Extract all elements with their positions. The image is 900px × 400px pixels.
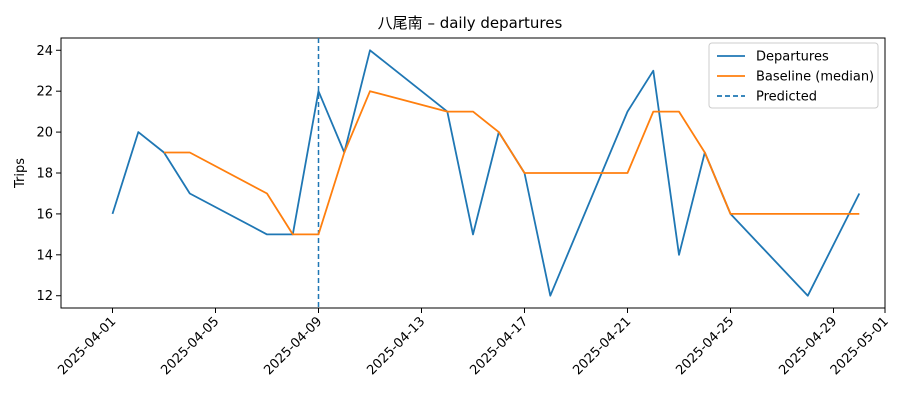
legend-entry-predicted-label: Predicted [756, 90, 817, 105]
y-tick-label: 16 [36, 207, 53, 222]
x-tick-label: 2025-04-05 [158, 314, 222, 378]
x-tick-label: 2025-04-17 [467, 314, 531, 378]
legend: Departures Baseline (median) Predicted [708, 42, 879, 109]
legend-entry-departures-label: Departures [756, 50, 829, 65]
x-tick-label: 2025-04-21 [570, 314, 634, 378]
chart-title: 八尾南 – daily departures [378, 14, 563, 32]
y-tick-label: 24 [36, 44, 53, 59]
x-tick-label: 2025-04-13 [364, 314, 428, 378]
plot-area: 12 14 16 18 20 22 24 2025-04-01 2025-04-05 2025-0… [36, 37, 892, 378]
y-tick-label: 20 [36, 126, 53, 141]
y-tick-label: 12 [36, 289, 53, 304]
x-tick-label: 2025-04-09 [261, 314, 325, 378]
y-tick-label: 18 [36, 167, 53, 182]
y-axis-label: Trips [13, 158, 28, 189]
series-line-baseline [164, 90, 860, 236]
series-line-departures [111, 49, 861, 297]
y-tick-label: 14 [36, 248, 53, 263]
x-tick-label: 2025-04-25 [673, 314, 737, 378]
y-tick-label: 22 [36, 85, 53, 100]
legend-entry-baseline-label: Baseline (median) [756, 70, 874, 85]
x-tick-label: 2025-04-01 [55, 314, 119, 378]
legend-box [708, 42, 879, 109]
